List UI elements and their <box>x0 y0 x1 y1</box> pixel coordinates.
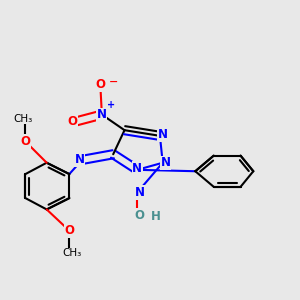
Text: CH₃: CH₃ <box>62 248 82 258</box>
Text: O: O <box>20 135 30 148</box>
Text: O: O <box>64 224 74 237</box>
Text: CH₃: CH₃ <box>13 114 32 124</box>
Text: −: − <box>109 77 118 87</box>
Text: N: N <box>134 186 145 199</box>
Text: N: N <box>158 128 168 141</box>
Text: H: H <box>151 210 160 223</box>
Text: N: N <box>97 108 107 121</box>
Text: O: O <box>67 115 77 128</box>
Text: N: N <box>75 153 85 167</box>
Text: +: + <box>107 100 115 110</box>
Text: O: O <box>95 78 106 92</box>
Text: N: N <box>132 162 142 175</box>
Text: N: N <box>160 156 171 169</box>
Text: O: O <box>134 208 145 222</box>
